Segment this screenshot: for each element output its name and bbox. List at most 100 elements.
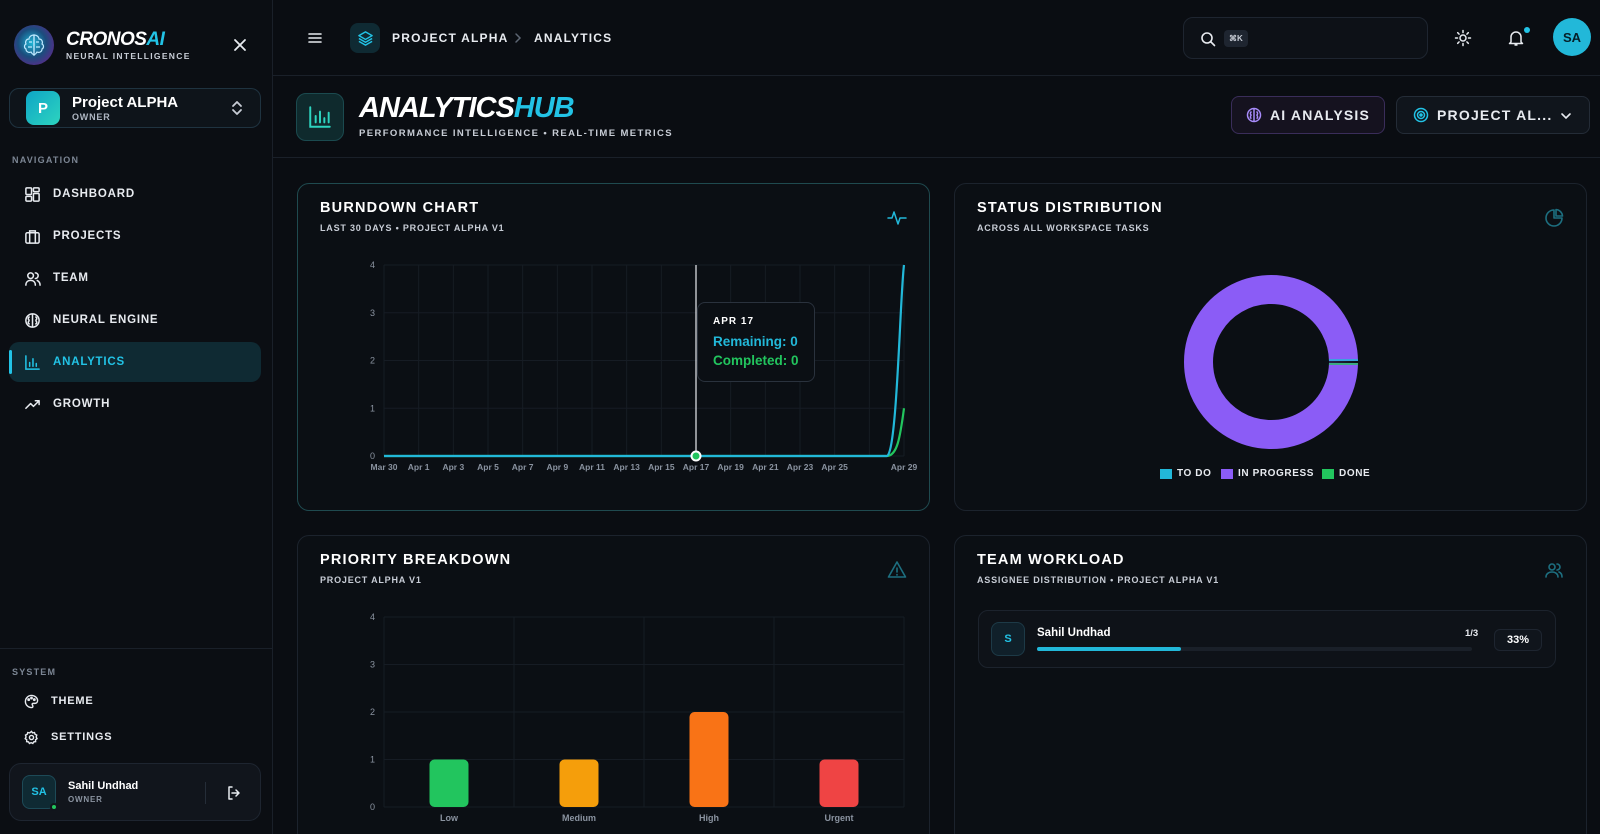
logout-icon[interactable] (226, 785, 242, 801)
series-line-remaining (384, 264, 906, 458)
sidebar-item-dashboard[interactable]: DASHBOARD (9, 174, 261, 214)
data-point (690, 450, 702, 462)
sun-icon[interactable] (1454, 29, 1472, 47)
legend-label: IN PROGRESS (1238, 468, 1315, 479)
breadcrumb-current: ANALYTICS (534, 31, 613, 45)
pie-chart-icon (1544, 208, 1564, 228)
system-heading: SYSTEM (12, 667, 57, 677)
chevron-right-icon (512, 31, 524, 43)
sidebar-item-projects[interactable]: PROJECTS (9, 216, 261, 256)
x-tick-label: High (699, 813, 719, 823)
workload-card: TEAM WORKLOAD ASSIGNEE DISTRIBUTION • PR… (954, 535, 1587, 834)
x-tick-label: Apr 3 (442, 462, 464, 472)
y-tick-label: 3 (370, 308, 375, 318)
legend-item-done: DONE (1322, 468, 1370, 479)
sidebar-item-neural-engine[interactable]: NEURAL ENGINE (9, 300, 261, 340)
project-role: OWNER (72, 112, 111, 122)
bar-high (689, 712, 729, 807)
y-tick-label: 0 (370, 802, 375, 812)
donut-slice-in-progress (1184, 275, 1358, 449)
sidebar-item-label: THEME (51, 695, 94, 707)
grid-icon (23, 185, 41, 203)
card-title: STATUS DISTRIBUTION (977, 200, 1163, 216)
chevron-up-down-icon (230, 100, 244, 116)
chart-tooltip: APR 17 Remaining: 0 Completed: 0 (697, 302, 815, 382)
legend-swatch (1160, 468, 1172, 479)
project-name: Project ALPHA (72, 94, 179, 111)
assignee-name: Sahil Undhad (1037, 627, 1111, 639)
workload-progress-track (1037, 647, 1472, 651)
task-count: 1/3 (1465, 628, 1479, 639)
close-sidebar-icon[interactable] (232, 37, 248, 53)
search-input[interactable] (1256, 28, 1416, 50)
x-tick-label: Apr 29 (891, 462, 918, 472)
tooltip-date: APR 17 (713, 316, 755, 327)
sidebar-item-analytics[interactable]: ANALYTICS (9, 342, 261, 382)
avatar[interactable]: SA (1553, 18, 1591, 56)
target-icon (1413, 107, 1429, 123)
sidebar-item-growth[interactable]: GROWTH (9, 384, 261, 424)
workload-percent-badge: 33% (1494, 629, 1542, 651)
avatar: S (991, 622, 1025, 656)
bell-icon[interactable] (1507, 29, 1525, 47)
y-tick-label: 4 (370, 260, 375, 270)
sidebar-item-theme[interactable]: THEME (23, 693, 94, 709)
legend-label: DONE (1339, 468, 1371, 479)
y-tick-label: 0 (370, 451, 375, 461)
series-line-completed (384, 408, 906, 458)
project-avatar: P (26, 91, 60, 125)
alert-triangle-icon (887, 560, 907, 580)
x-tick-label: Apr 15 (648, 462, 675, 472)
online-status-dot (50, 803, 58, 811)
sidebar-item-label: NEURAL ENGINE (53, 314, 159, 326)
x-tick-label: Apr 7 (512, 462, 534, 472)
search-icon (1200, 31, 1216, 47)
users-icon (23, 269, 41, 287)
tooltip-completed: Completed: 0 (713, 353, 799, 368)
sidebar: CRONOSAI NEURAL INTELLIGENCE P Project A… (0, 0, 273, 834)
bar-low (429, 759, 469, 807)
y-tick-label: 4 (370, 612, 375, 622)
bar-chart-icon (23, 353, 41, 371)
hamburger-menu-icon[interactable] (307, 30, 323, 46)
x-tick-label: Apr 9 (546, 462, 568, 472)
page-header: ANALYTICSHUB PERFORMANCE INTELLIGENCE • … (273, 77, 1600, 158)
user-card[interactable]: SA Sahil Undhad OWNER (9, 763, 261, 821)
legend-label: TO DO (1177, 468, 1212, 479)
page-title: ANALYTICSHUB (359, 92, 575, 124)
sidebar-item-team[interactable]: TEAM (9, 258, 261, 298)
tooltip-remaining: Remaining: 0 (713, 334, 798, 349)
sidebar-item-settings[interactable]: SETTINGS (23, 729, 112, 745)
x-tick-label: Urgent (825, 813, 854, 823)
legend-item-in-progress: IN PROGRESS (1221, 468, 1314, 479)
breadcrumb-project[interactable]: PROJECT ALPHA (392, 31, 509, 45)
divider (0, 648, 273, 649)
x-tick-label: Apr 19 (717, 462, 744, 472)
card-subtitle: PROJECT ALPHA V1 (320, 575, 422, 585)
ai-analysis-label: AI ANALYSIS (1269, 107, 1371, 123)
workload-row[interactable]: S Sahil Undhad 1/3 33% (978, 610, 1556, 668)
legend-item-todo: TO DO (1160, 468, 1211, 479)
user-name: Sahil Undhad (68, 780, 139, 792)
x-tick-label: Medium (562, 813, 596, 823)
y-tick-label: 1 (370, 755, 375, 765)
x-tick-label: Apr 17 (683, 462, 710, 472)
y-tick-label: 2 (370, 707, 375, 717)
x-tick-label: Low (440, 813, 459, 823)
card-title: PRIORITY BREAKDOWN (320, 552, 512, 568)
brand[interactable]: CRONOSAI NEURAL INTELLIGENCE (14, 25, 191, 65)
x-tick-label: Apr 25 (821, 462, 848, 472)
search-box[interactable]: ⌘K (1183, 17, 1428, 59)
card-subtitle: ASSIGNEE DISTRIBUTION • PROJECT ALPHA V1 (977, 575, 1220, 585)
keyboard-shortcut-badge: ⌘K (1224, 30, 1248, 47)
project-switcher[interactable]: P Project ALPHA OWNER (9, 88, 261, 128)
ai-analysis-button[interactable]: AI ANALYSIS (1231, 96, 1385, 134)
sidebar-item-label: PROJECTS (53, 230, 122, 242)
layers-icon (350, 23, 380, 53)
avatar: SA (22, 775, 58, 811)
brain-icon (23, 311, 41, 329)
project-select[interactable]: PROJECT AL... (1396, 96, 1590, 134)
legend-swatch (1221, 468, 1233, 479)
topbar: PROJECT ALPHA ANALYTICS ⌘K SA (273, 0, 1600, 76)
brain-icon (1246, 107, 1262, 123)
